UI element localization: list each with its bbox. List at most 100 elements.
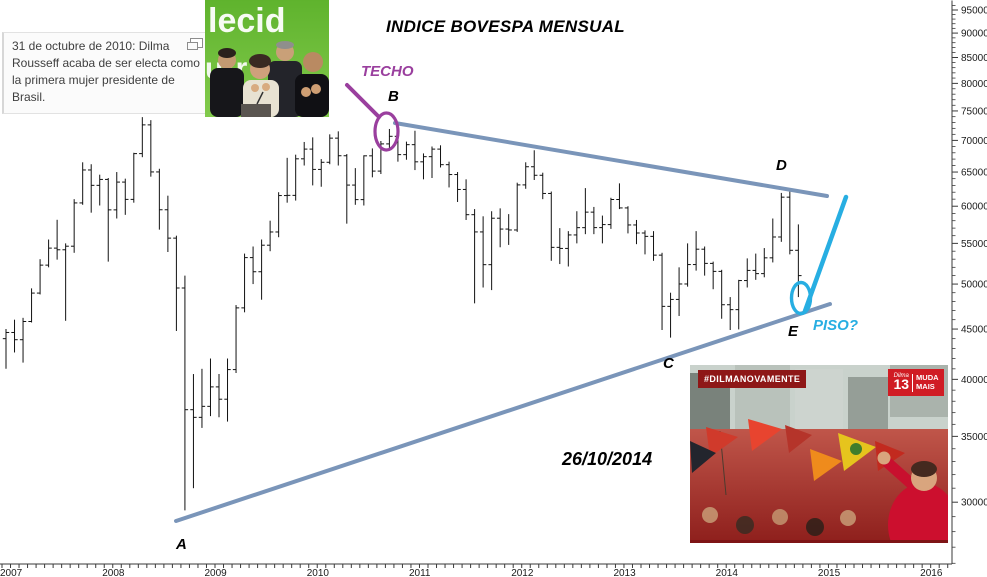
dark-flag: [690, 441, 716, 473]
ohlc-bar: [488, 211, 495, 291]
ohlc-bar: [548, 191, 555, 261]
axis-tick-label: 70000: [961, 136, 987, 147]
axis-tick-label: 2008: [102, 568, 125, 577]
ohlc-bar: [428, 146, 436, 178]
dilma-hand: [251, 84, 259, 92]
ohlc-bar: [266, 220, 274, 252]
axis-tick-label: 2009: [204, 568, 227, 577]
badge-number-column: Dilma 13: [893, 373, 909, 391]
ohlc-bar: [633, 219, 640, 245]
ohlc-bar: [675, 267, 683, 316]
axis-tick-label: 80000: [961, 79, 987, 90]
ohlc-bar: [369, 148, 376, 178]
ohlc-bar: [403, 141, 410, 160]
ohlc-bar: [318, 159, 325, 187]
orange-flag: [810, 449, 842, 481]
popup-window-icon[interactable]: [187, 38, 203, 50]
ohlc-bar: [309, 137, 316, 186]
axis-tick-label: 95000: [961, 6, 987, 17]
dilma-arm: [882, 457, 921, 493]
ohlc-bar: [232, 305, 240, 373]
techo-pointer-line: [345, 83, 381, 119]
ohlc-bar: [752, 253, 759, 280]
crowd-head: [736, 516, 754, 534]
person-hair: [218, 48, 236, 58]
axis-tick-label: 2016: [920, 568, 943, 577]
dilma-hair: [911, 461, 937, 477]
ohlc-bar: [215, 374, 223, 418]
ohlc-bar: [539, 172, 546, 200]
axis-tick-label: 90000: [961, 29, 987, 40]
ohlc-bar: [241, 253, 248, 313]
ellipse-point-b: [373, 111, 400, 152]
axis-tick-label: 50000: [961, 280, 987, 291]
crowd-head: [840, 510, 856, 526]
badge-slogan: MUDA MAIS: [916, 373, 939, 391]
microphone: [256, 91, 264, 105]
piso-label: PISO?: [813, 317, 859, 334]
campaign-banner: #DILMANOVAMENTE: [698, 370, 807, 388]
person-suit: [210, 68, 244, 117]
ohlc-bar: [62, 243, 69, 321]
ohlc-bar: [326, 134, 333, 165]
photo-text-1: lecid: [208, 2, 285, 40]
page-title: INDICE BOVESPA MENSUAL: [386, 17, 625, 36]
ohlc-bar: [667, 292, 674, 338]
badge-divider: [912, 373, 914, 392]
ohlc-bar: [462, 179, 470, 220]
ohlc-bar: [735, 279, 742, 330]
photo-border: [690, 540, 948, 543]
ohlc-bar: [122, 178, 129, 215]
axis-tick-label: 55000: [961, 239, 987, 250]
flag-emblem: [850, 443, 862, 455]
ohlc-bar: [36, 259, 44, 295]
ohlc-bar: [249, 246, 257, 285]
ohlc-bar: [531, 150, 538, 180]
axis-tick-label: 30000: [961, 498, 987, 509]
ohlc-bar: [105, 177, 112, 262]
person-hand: [311, 84, 321, 94]
ohlc-bar: [496, 208, 504, 248]
ohlc-bar: [778, 192, 785, 242]
point-a-label: A: [176, 536, 187, 553]
ohlc-bar: [386, 128, 393, 149]
crowd-head: [772, 509, 788, 525]
ohlc-bar: [28, 288, 35, 323]
date-annotation: 26/10/2014: [562, 449, 653, 469]
ohlc-bar: [53, 219, 61, 260]
ohlc-bar: [522, 162, 529, 189]
election-celebration-photo: lecid uir: [205, 0, 329, 117]
ohlc-bar: [709, 261, 717, 290]
ohlc-bar: [164, 195, 172, 253]
ohlc-bar: [445, 161, 453, 188]
ohlc-bars: [2, 117, 802, 511]
ohlc-bar: [479, 216, 487, 288]
ohlc-bar: [292, 154, 299, 201]
ohlc-bar: [335, 131, 342, 166]
ohlc-bar: [352, 168, 359, 205]
ohlc-bar: [88, 164, 95, 213]
ohlc-bar: [275, 192, 282, 238]
axis-tick-label: 2015: [818, 568, 841, 577]
axis-tick-label: 2010: [307, 568, 330, 577]
ohlc-bar: [650, 231, 657, 261]
axis-tick-label: 35000: [961, 432, 987, 443]
ohlc-bar: [224, 358, 231, 422]
ohlc-bar: [624, 206, 632, 234]
ohlc-bar: [727, 297, 734, 331]
axis-tick-label: 65000: [961, 168, 987, 179]
red-flag: [748, 419, 782, 451]
axis-tick-label: 45000: [961, 325, 987, 336]
dilma-hair: [249, 54, 271, 68]
ohlc-bar: [454, 172, 461, 202]
ohlc-bar: [190, 374, 197, 489]
axis-tick-label: 2014: [716, 568, 739, 577]
ohlc-bar: [556, 228, 563, 265]
axis-tick-label: 85000: [961, 53, 987, 64]
ohlc-bar: [156, 168, 163, 230]
breakout-arrow-line: [802, 194, 849, 314]
ohlc-bar: [505, 214, 512, 245]
crowd-head: [702, 507, 718, 523]
ohlc-bar: [658, 252, 666, 331]
